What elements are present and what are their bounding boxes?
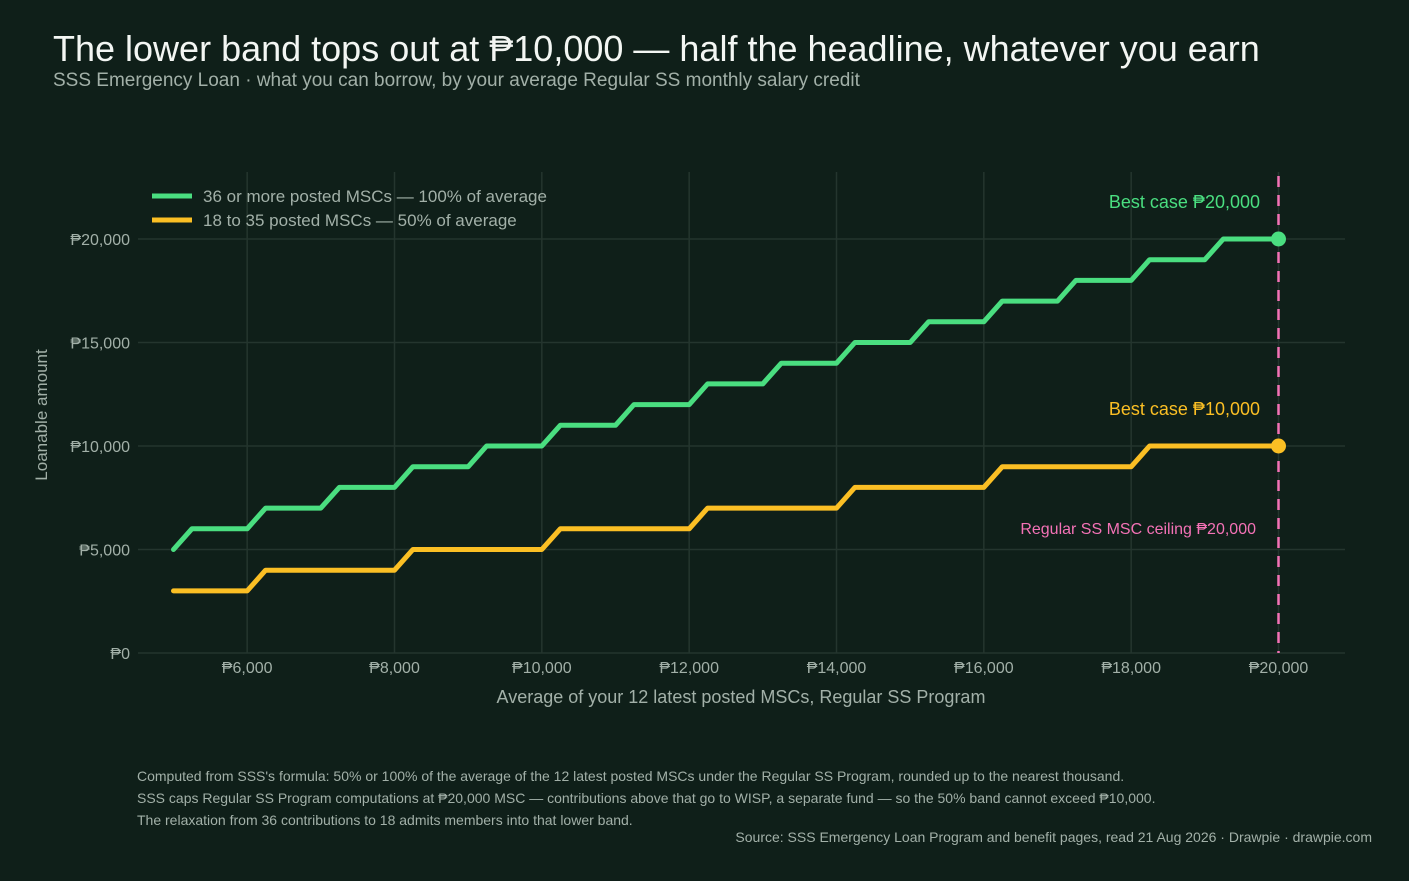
y-tick-label: ₱15,000 [70, 336, 130, 353]
y-axis-title: Loanable amount [32, 349, 51, 481]
chart-title: The lower band tops out at ₱10,000 — hal… [53, 28, 1260, 69]
end-point-label: Best case ₱10,000 [1109, 399, 1260, 419]
y-axis: ₱0 ₱5,000 ₱10,000 ₱15,000 ₱20,000 [70, 232, 130, 663]
x-axis: ₱6,000 ₱8,000 ₱10,000 ₱12,000 ₱14,000 ₱16,000… [222, 660, 1309, 677]
legend-entry: 18 to 35 posted MSCs — 50% of average [203, 211, 517, 230]
x-tick-label: ₱16,000 [954, 660, 1014, 677]
end-point-marker [1271, 231, 1286, 247]
end-markers: Best case ₱20,000 Best case ₱10,000 [1109, 192, 1286, 454]
end-point-label: Best case ₱20,000 [1109, 192, 1260, 212]
end-point-marker [1271, 438, 1286, 454]
source-credit: Source: SSS Emergency Loan Program and b… [735, 829, 1372, 845]
x-tick-label: ₱14,000 [807, 660, 867, 677]
footnotes: Computed from SSS's formula: 50% or 100%… [137, 765, 1155, 831]
x-tick-label: ₱10,000 [512, 660, 572, 677]
y-tick-label: ₱10,000 [70, 439, 130, 456]
grid [138, 172, 1345, 654]
x-tick-label: ₱18,000 [1101, 660, 1161, 677]
footnote-line: SSS caps Regular SS Program computations… [137, 790, 1156, 806]
x-axis-title: Average of your 12 latest posted MSCs, R… [497, 687, 986, 707]
series-line [171, 443, 1281, 594]
reference-line-label: Regular SS MSC ceiling ₱20,000 [1020, 521, 1256, 538]
reference-line-group: Regular SS MSC ceiling ₱20,000 [1020, 176, 1280, 653]
series-lines [171, 236, 1281, 594]
legend: 36 or more posted MSCs — 100% of average… [152, 187, 547, 230]
x-tick-label: ₱20,000 [1249, 660, 1309, 677]
x-tick-label: ₱12,000 [659, 660, 719, 677]
footnote-line: Computed from SSS's formula: 50% or 100%… [137, 768, 1125, 784]
legend-entry: 36 or more posted MSCs — 100% of average [203, 187, 547, 206]
series-line [171, 236, 1281, 552]
y-tick-label: ₱0 [110, 646, 130, 663]
chart-subtitle: SSS Emergency Loan · what you can borrow… [53, 70, 860, 91]
y-tick-label: ₱5,000 [79, 543, 130, 560]
y-tick-label: ₱20,000 [70, 232, 130, 249]
x-tick-label: ₱8,000 [369, 660, 420, 677]
x-tick-label: ₱6,000 [222, 660, 273, 677]
footnote-line: The relaxation from 36 contributions to … [137, 812, 633, 828]
